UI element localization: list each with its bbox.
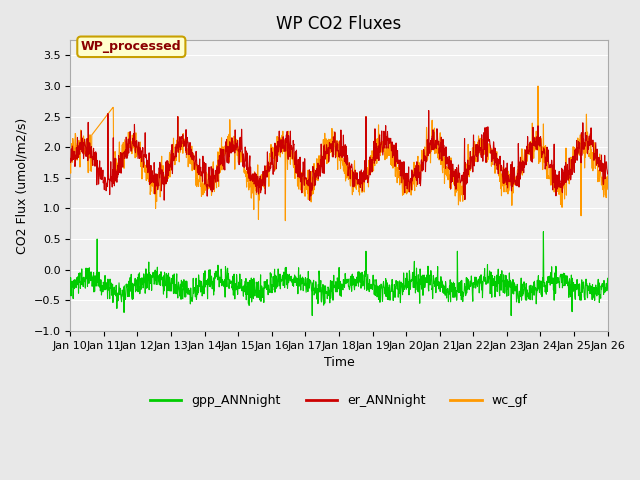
Legend: gpp_ANNnight, er_ANNnight, wc_gf: gpp_ANNnight, er_ANNnight, wc_gf <box>145 389 532 412</box>
Title: WP CO2 Fluxes: WP CO2 Fluxes <box>276 15 401 33</box>
Text: WP_processed: WP_processed <box>81 40 182 53</box>
Y-axis label: CO2 Flux (umol/m2/s): CO2 Flux (umol/m2/s) <box>15 117 28 253</box>
X-axis label: Time: Time <box>324 356 355 369</box>
